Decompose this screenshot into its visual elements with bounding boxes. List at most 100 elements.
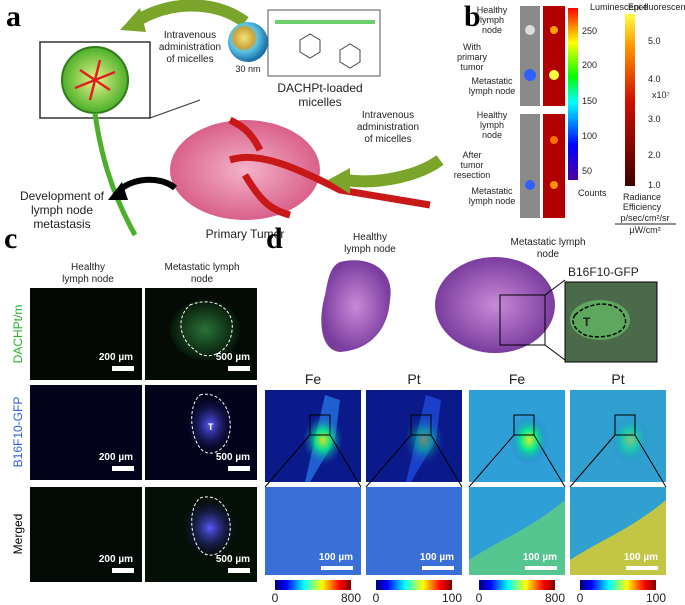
colorbar [275,580,351,590]
tick-label: 2.0 [648,150,661,160]
he-section [435,257,555,353]
tick-label: 200 [582,60,597,70]
zoom-line [634,434,667,488]
colorbar-min: 0 [577,591,584,605]
arrow [131,0,249,28]
row-label: Metastatic [471,186,513,196]
row-label: Merged [11,514,25,555]
scale-bar-label: 100 µm [420,552,454,563]
zoom-box [309,414,331,436]
scale-bar [422,566,454,570]
multiplier: x10⁷ [652,90,670,100]
row-label: Healthy [477,110,508,120]
structure-box [267,9,381,77]
node-spot [550,136,558,144]
tumor-mark: T [208,422,214,432]
colorbar [568,8,578,180]
column-label: node [191,274,214,285]
signal [182,498,238,558]
tumor-outline [572,303,627,338]
panel-label: c [4,222,17,255]
group-label: tumor [460,62,483,72]
element-maps: Fe 100 µm 0 800 Pt 100 µm 0 100 Fe 100 µm 0 800 Pt 10… [264,371,667,605]
map-label: Pt [611,371,624,387]
node-spot [525,180,535,190]
primary-tumor [170,120,320,220]
colorbar-max: 800 [341,591,361,605]
map-hotspot [404,415,444,465]
zoom-line [430,434,463,488]
zoom-line [569,434,616,488]
zoom-box [499,294,546,346]
micelle-name: micelles [298,95,341,109]
annotation: metastasis [33,217,90,231]
colorbar-unit: Counts [578,188,607,198]
colorbar-unit: Radiance [623,192,661,202]
colorbar [580,580,656,590]
zoom-line [329,434,362,488]
micrograph [30,288,142,380]
colorbar-min: 0 [476,591,483,605]
scale-bar-label: 100 µm [624,552,658,563]
scale-bar [321,566,353,570]
map-hotspot [509,415,549,465]
tick-label: 150 [582,96,597,106]
metastasis [74,59,116,101]
panel-label: a [6,0,21,33]
row-label: Metastatic [471,76,513,86]
column-label: Metastatic lymph [164,262,239,273]
panel-label: d [266,222,283,255]
section-label: Healthy [353,232,387,243]
scale-bar-label: 200 µm [99,452,133,463]
annotation: Development of [20,189,105,203]
map-label: Pt [407,371,420,387]
tick-label: 5.0 [648,36,661,46]
unit-denominator: µW/cm² [629,225,660,235]
node-spot [550,26,558,34]
zoom-map [265,487,361,575]
arrow [115,176,177,195]
scale-bar-label: 500 µm [216,452,250,463]
row-label: lymph node [469,86,516,96]
scale-bar-label: 100 µm [319,552,353,563]
colorbar-min: 0 [373,591,380,605]
unit-numerator: p/sec/cm²/sr [620,213,669,223]
arrow-head [108,182,128,200]
column-label: Healthy [71,262,105,273]
arrow-head [120,8,146,32]
tick-label: 100 [582,131,597,141]
section-label: lymph node [344,244,396,255]
column-label: lymph node [62,274,114,285]
annotation: administration [159,42,221,53]
map-hotspot [610,415,650,465]
micrograph [30,385,142,480]
micelle-name: DACHPt-loaded [277,81,362,95]
colorbar-title: Luminescence [590,2,648,12]
signal [185,395,235,455]
node-spot [524,69,536,81]
map-hotspot [303,415,343,465]
annotation: administration [357,122,419,133]
row-label: DACHPt/m [11,305,25,364]
panel-label: b [464,0,481,33]
node-spot [549,70,559,80]
colorbar-max: 800 [545,591,565,605]
tick-label: 50 [582,166,592,176]
size-label: 30 nm [235,64,260,74]
he-section [321,260,391,352]
zoom-line [544,279,566,361]
zoom-hotspot [570,500,666,575]
scale-bar [112,568,134,573]
row-label: node [482,25,502,35]
panel-c-images [30,288,257,582]
scale-bar-label: 200 µm [99,352,133,363]
node-spot [525,25,535,35]
inset-label: B16F10-GFP [568,265,639,279]
group-label: primary [457,52,488,62]
zoom-box [614,414,636,436]
tick-label: 1.0 [648,180,661,190]
group-label: With [463,42,481,52]
scale-bar-label: 200 µm [99,554,133,565]
colorbar [479,580,555,590]
